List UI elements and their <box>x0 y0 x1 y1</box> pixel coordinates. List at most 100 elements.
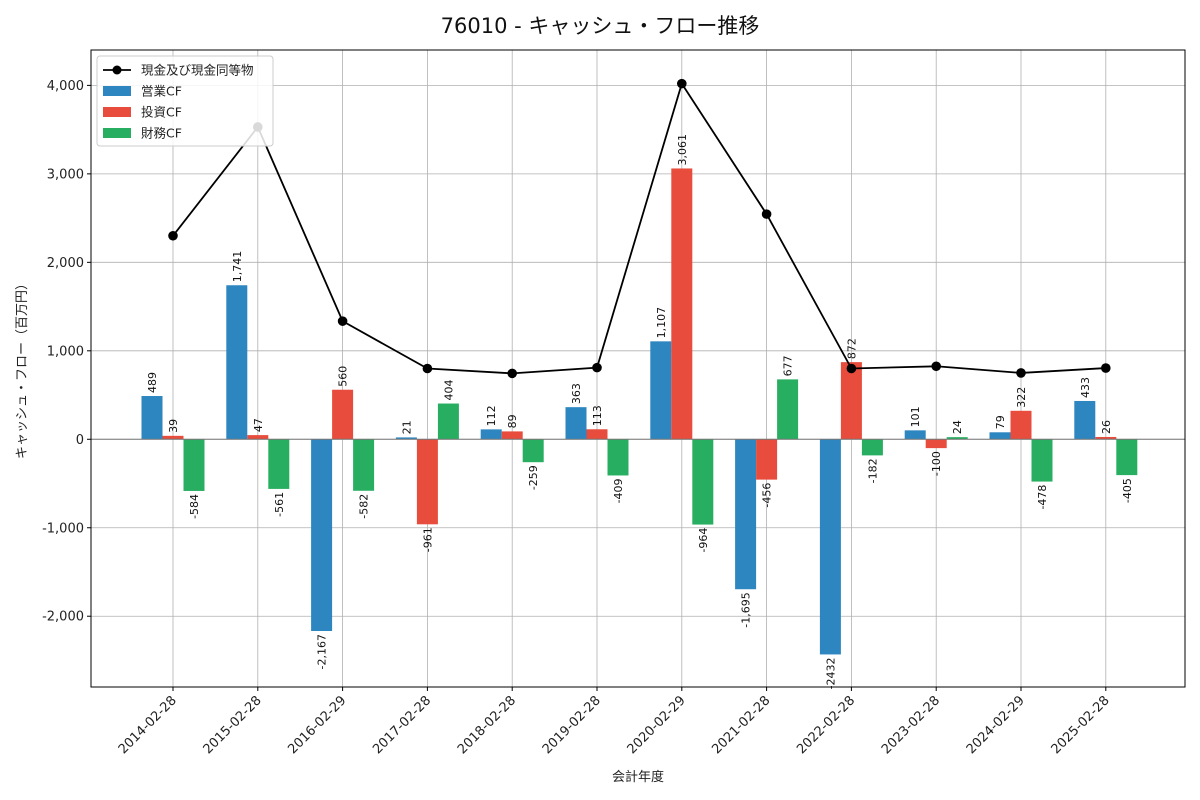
y-tick-label: 1,000 <box>47 344 84 359</box>
bar-0-0 <box>141 396 163 440</box>
bar-1-9 <box>925 439 947 449</box>
bar-2-0 <box>183 439 205 491</box>
cash-point <box>592 362 602 373</box>
legend-label: 現金及び現金同等物 <box>141 63 254 78</box>
bar-1-2 <box>332 389 354 440</box>
bar-1-1 <box>247 435 269 440</box>
y-tick-label: 4,000 <box>47 79 84 94</box>
x-axis: 2014-02-28 2015-02-28 2016-02-29 2017-02-28… <box>116 687 1113 757</box>
cash-point <box>1101 363 1111 373</box>
bar-value-label: 21 <box>400 420 413 434</box>
bar-value-label: -478 <box>1036 485 1049 510</box>
cash-point <box>507 368 517 379</box>
x-tick-label: 2015-02-28 <box>201 693 265 757</box>
bar-0-11 <box>1074 400 1096 440</box>
bar-value-label: -100 <box>930 451 943 476</box>
bar-1-10 <box>1010 410 1032 440</box>
x-tick-label: 2021-02-28 <box>709 693 773 757</box>
bar-value-label: 322 <box>1015 387 1028 408</box>
bar-value-label: -561 <box>273 492 286 517</box>
plot-frame <box>90 49 1186 688</box>
x-tick-label: 2022-02-28 <box>794 693 858 757</box>
y-axis: -2,000 -1,000 0 1,000 2,000 3,000 4,000 <box>42 79 91 625</box>
bar-1-0 <box>162 435 184 440</box>
bar-value-label: 404 <box>442 380 455 401</box>
cash-series-line <box>172 81 1106 375</box>
x-tick-label: 2025-02-28 <box>1049 693 1113 757</box>
cash-point <box>846 363 857 374</box>
bar-2-8 <box>861 439 883 456</box>
x-tick-label: 2017-02-28 <box>370 693 434 757</box>
y-tick-label: 2,000 <box>47 256 84 271</box>
cash-point <box>761 209 772 219</box>
bar-2-1 <box>268 439 290 489</box>
cash-point <box>1016 368 1026 378</box>
bar-value-label: -405 <box>1121 478 1134 503</box>
bar-2-3 <box>437 403 459 440</box>
bar-value-label: -2,167 <box>316 634 329 669</box>
cash-point <box>168 230 178 241</box>
bar-0-10 <box>989 432 1011 440</box>
x-tick-label: 2020-02-29 <box>625 693 689 757</box>
bar-value-label: 89 <box>506 414 519 428</box>
bar-value-label: -584 <box>188 494 201 519</box>
bar-value-label: 26 <box>1100 420 1113 434</box>
bar-0-7 <box>735 439 757 590</box>
bar-value-label: 112 <box>485 405 498 426</box>
bar-value-label: -2432 <box>824 657 837 689</box>
bar-value-label: 1,107 <box>655 307 668 339</box>
bar-2-6 <box>692 439 714 525</box>
cash-line <box>168 78 1111 379</box>
chart-title: 76010 - キャッシュ・フロー推移 <box>441 14 760 38</box>
x-tick-label: 2023-02-28 <box>879 693 943 757</box>
bar-value-label: -456 <box>761 483 774 508</box>
bar-0-9 <box>904 430 926 440</box>
legend-line-marker <box>112 65 122 75</box>
legend-label: 投資CF <box>141 105 182 120</box>
bar-2-4 <box>522 439 544 463</box>
bar-1-11 <box>1095 436 1117 440</box>
bar-1-6 <box>671 168 693 440</box>
data-labels: 489 1,741 -2,167 21 112 363 1,107 -1,695 -2432 10… <box>146 134 1134 689</box>
x-tick-label: 2019-02-28 <box>540 693 604 757</box>
bar-value-label: -964 <box>697 528 710 553</box>
bar-value-label: 113 <box>591 405 604 426</box>
bar-0-4 <box>480 429 502 440</box>
bar-0-6 <box>650 341 672 440</box>
bar-0-3 <box>395 437 417 440</box>
bar-2-2 <box>353 439 375 491</box>
bar-1-5 <box>586 429 608 440</box>
bar-value-label: -961 <box>421 527 434 552</box>
bar-0-8 <box>819 439 841 655</box>
bar-2-5 <box>607 439 629 476</box>
bar-value-label: -582 <box>358 494 371 519</box>
x-axis-label: 会計年度 <box>612 769 664 785</box>
x-tick-label: 2014-02-28 <box>116 693 180 757</box>
x-tick-label: 2016-02-29 <box>285 693 349 757</box>
bar-value-label: 101 <box>909 406 922 427</box>
bar-2-11 <box>1116 439 1138 476</box>
bar-value-label: 677 <box>782 355 795 376</box>
bar-0-5 <box>565 407 587 440</box>
cash-point <box>931 361 941 372</box>
legend-swatch <box>103 107 131 117</box>
bar-2-9 <box>946 437 968 440</box>
x-tick-label: 2024-02-29 <box>964 693 1028 757</box>
legend-label: 財務CF <box>141 126 182 141</box>
bar-value-label: 1,741 <box>231 251 244 282</box>
bar-value-label: -409 <box>612 478 625 503</box>
bar-0-1 <box>226 285 248 440</box>
x-tick-label: 2018-02-28 <box>455 693 519 757</box>
bar-value-label: 560 <box>337 366 350 387</box>
y-tick-label: -1,000 <box>42 521 84 536</box>
legend-label: 営業CF <box>141 84 182 99</box>
cash-point <box>337 316 348 326</box>
bar-value-label: 3,061 <box>676 134 689 166</box>
bar-0-2 <box>311 439 333 631</box>
bar-1-7 <box>756 439 778 480</box>
bar-2-10 <box>1031 439 1053 482</box>
bar-value-label: 489 <box>146 372 159 393</box>
bar-value-label: 79 <box>994 415 1007 429</box>
y-tick-label: -2,000 <box>42 610 84 625</box>
